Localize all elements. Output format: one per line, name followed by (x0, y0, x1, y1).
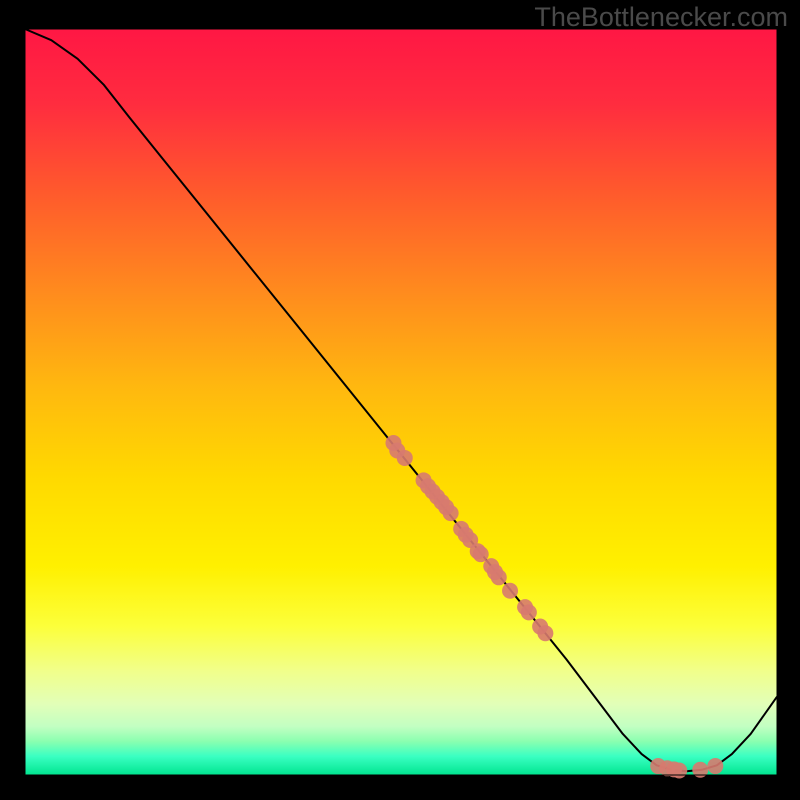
watermark-text: TheBottlenecker.com (534, 2, 788, 33)
chart-plot-area (25, 29, 777, 775)
